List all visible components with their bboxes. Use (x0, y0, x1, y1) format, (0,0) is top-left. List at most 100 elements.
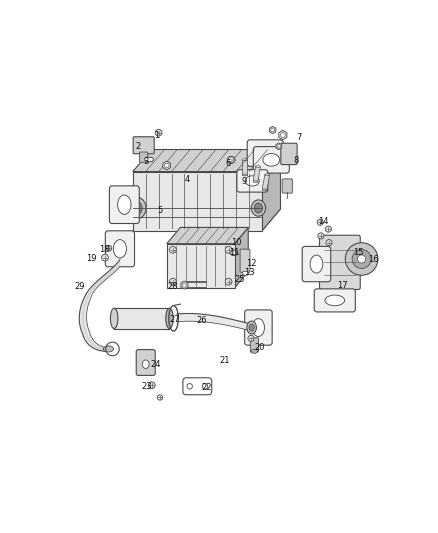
Circle shape (157, 395, 162, 400)
Ellipse shape (130, 201, 142, 215)
Ellipse shape (310, 255, 323, 273)
FancyBboxPatch shape (133, 137, 154, 154)
FancyBboxPatch shape (140, 152, 148, 162)
Text: 29: 29 (74, 282, 85, 292)
Circle shape (170, 246, 176, 253)
Circle shape (317, 219, 323, 225)
Ellipse shape (265, 174, 270, 176)
Circle shape (318, 233, 324, 239)
Circle shape (155, 130, 162, 136)
FancyBboxPatch shape (253, 147, 290, 173)
Circle shape (202, 384, 208, 389)
Text: 10: 10 (231, 238, 242, 247)
FancyBboxPatch shape (250, 338, 258, 352)
Polygon shape (177, 313, 251, 331)
FancyBboxPatch shape (240, 249, 250, 272)
Ellipse shape (245, 176, 259, 186)
Text: 15: 15 (353, 248, 364, 257)
Ellipse shape (166, 308, 173, 328)
Text: 4: 4 (184, 175, 190, 184)
Polygon shape (163, 161, 170, 170)
Text: 2: 2 (135, 142, 141, 151)
Text: 13: 13 (244, 268, 254, 277)
Text: 1: 1 (154, 131, 159, 140)
Ellipse shape (243, 159, 247, 160)
Circle shape (277, 144, 280, 148)
Text: 11: 11 (230, 248, 240, 257)
Polygon shape (235, 228, 248, 288)
Ellipse shape (113, 240, 127, 258)
Circle shape (325, 226, 332, 232)
Circle shape (357, 255, 366, 263)
Circle shape (345, 243, 378, 275)
FancyBboxPatch shape (136, 350, 155, 375)
Ellipse shape (243, 174, 247, 176)
Polygon shape (181, 281, 188, 289)
Ellipse shape (256, 166, 261, 167)
Text: 23: 23 (142, 382, 152, 391)
Circle shape (102, 254, 108, 261)
Ellipse shape (257, 147, 274, 159)
FancyBboxPatch shape (319, 235, 360, 289)
Ellipse shape (118, 195, 131, 214)
Ellipse shape (242, 271, 249, 275)
Circle shape (165, 163, 169, 168)
Circle shape (352, 249, 371, 269)
Circle shape (248, 335, 254, 342)
FancyBboxPatch shape (314, 289, 355, 312)
Text: 28: 28 (168, 282, 178, 292)
Text: 8: 8 (293, 156, 298, 165)
FancyBboxPatch shape (167, 244, 235, 288)
Ellipse shape (142, 360, 149, 368)
Ellipse shape (127, 197, 146, 219)
Text: 12: 12 (247, 259, 257, 268)
Text: 21: 21 (219, 356, 230, 365)
FancyBboxPatch shape (245, 310, 272, 345)
FancyBboxPatch shape (133, 172, 262, 231)
Text: 22: 22 (201, 383, 212, 392)
Ellipse shape (251, 200, 265, 216)
Circle shape (148, 382, 155, 389)
Ellipse shape (263, 154, 280, 166)
Circle shape (170, 278, 176, 285)
Ellipse shape (249, 324, 254, 332)
Circle shape (182, 283, 187, 287)
Circle shape (280, 133, 285, 138)
Polygon shape (167, 228, 248, 244)
FancyBboxPatch shape (282, 179, 293, 193)
Text: 27: 27 (169, 315, 180, 324)
Polygon shape (243, 160, 247, 175)
FancyBboxPatch shape (183, 378, 212, 395)
Circle shape (187, 384, 192, 389)
Polygon shape (276, 143, 282, 150)
Text: 14: 14 (318, 217, 328, 226)
Text: 3: 3 (143, 157, 148, 166)
FancyBboxPatch shape (237, 169, 268, 192)
Ellipse shape (252, 319, 265, 336)
Circle shape (225, 246, 232, 253)
Ellipse shape (325, 295, 345, 306)
Text: 19: 19 (86, 254, 97, 263)
FancyBboxPatch shape (110, 186, 139, 223)
Ellipse shape (251, 349, 258, 353)
Ellipse shape (145, 157, 154, 162)
Text: 9: 9 (241, 177, 247, 186)
Text: 16: 16 (368, 255, 379, 264)
Circle shape (326, 240, 332, 246)
Text: 5: 5 (157, 206, 162, 215)
FancyBboxPatch shape (105, 231, 134, 267)
Polygon shape (262, 150, 280, 231)
Ellipse shape (253, 181, 258, 183)
Text: 25: 25 (234, 275, 245, 284)
Polygon shape (253, 166, 260, 182)
FancyBboxPatch shape (302, 246, 331, 282)
Polygon shape (133, 209, 280, 231)
Ellipse shape (103, 346, 113, 352)
Polygon shape (279, 131, 287, 140)
Polygon shape (262, 174, 269, 190)
Circle shape (271, 128, 275, 132)
Circle shape (225, 278, 232, 285)
Polygon shape (133, 150, 280, 172)
Text: 18: 18 (99, 245, 110, 254)
Text: 6: 6 (225, 159, 230, 168)
